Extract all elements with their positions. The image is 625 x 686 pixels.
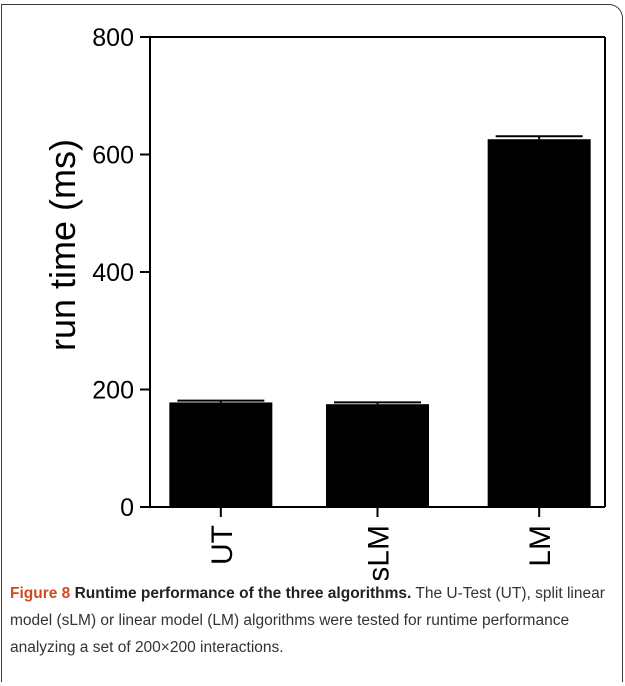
bar-LM	[487, 139, 591, 507]
y-tick-label: 0	[120, 494, 134, 522]
y-tick-label: 200	[92, 377, 134, 405]
x-tick-label-sLM: sLM	[363, 525, 396, 580]
figure-frame	[1, 4, 623, 682]
bar-chart: 0 200 400 600 800 UT sLM LM run time (ms)	[42, 24, 606, 580]
y-axis-label: run time (ms)	[42, 139, 83, 351]
figure-description: The U-Test (UT), split linear model (sLM…	[10, 585, 605, 656]
x-tick-label-UT: UT	[206, 525, 239, 565]
chart-bars	[169, 135, 591, 507]
y-tick-label: 400	[92, 259, 134, 287]
y-tick-label: 800	[92, 24, 134, 52]
figure-number: Figure 8	[10, 585, 71, 602]
x-tick-label-LM: LM	[524, 525, 557, 567]
bar-UT	[169, 402, 273, 507]
y-tick-label: 600	[92, 142, 134, 170]
figure-title: Runtime performance of the three algorit…	[70, 585, 412, 602]
bar-sLM	[326, 404, 429, 507]
chart-axes: 0 200 400 600 800 UT sLM LM	[92, 24, 606, 580]
figure-caption: Figure 8 Runtime performance of the thre…	[10, 580, 618, 661]
